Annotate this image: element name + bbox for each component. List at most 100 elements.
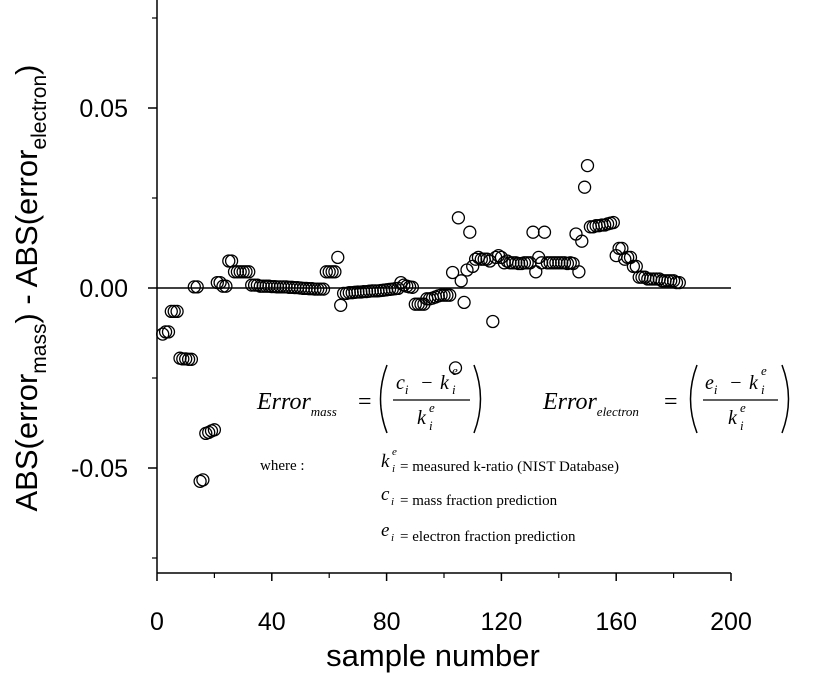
data-point	[572, 265, 586, 279]
data-point	[629, 259, 643, 274]
y-tick-label: 0.05	[79, 95, 128, 123]
data-point	[474, 252, 488, 266]
eq-mass-minus: −	[420, 372, 434, 394]
equation-electron: Errorelectron = ei − k e i k e i	[542, 363, 790, 434]
data-point	[184, 352, 199, 366]
x-tick-label: 160	[595, 608, 637, 636]
data-point	[451, 211, 466, 225]
data-point	[331, 250, 345, 265]
data-point	[222, 254, 236, 268]
data-point	[158, 325, 173, 339]
data-point	[233, 265, 247, 279]
eq-electron-num-b-sup: e	[761, 363, 767, 378]
y-axis-title: ABS(errormass) - ABS(errorelectron)	[9, 64, 51, 511]
data-point	[520, 256, 534, 270]
x-tick-label: 200	[710, 608, 752, 636]
def-e-sub: i	[391, 532, 394, 544]
x-tick-label: 80	[373, 608, 401, 636]
eq-electron-equals: =	[664, 389, 678, 415]
x-tick-label: 0	[150, 608, 164, 636]
x-tick-label: 40	[258, 608, 286, 636]
data-point	[486, 314, 500, 329]
data-point	[170, 304, 184, 319]
data-point	[219, 279, 233, 293]
def-c-sub: i	[391, 496, 394, 508]
data-point	[190, 280, 204, 294]
data-point	[537, 225, 552, 239]
data-point	[529, 265, 543, 279]
data-point	[463, 225, 477, 239]
data-point	[445, 265, 460, 280]
def-k-var: k	[381, 451, 390, 472]
data-point	[448, 361, 463, 375]
data-point	[577, 180, 592, 194]
data-point	[207, 423, 222, 437]
data-point	[316, 282, 331, 296]
data-point	[242, 265, 256, 279]
data-point	[313, 282, 328, 296]
tick-labels: 0 40 80 120 160 200 -0.05 0.00 0.05	[71, 95, 752, 636]
eq-mass-left-paren	[379, 364, 388, 434]
data-point	[664, 274, 678, 288]
y-tick-label: 0.00	[79, 275, 128, 303]
data-point	[334, 298, 348, 312]
data-point	[575, 234, 589, 248]
data-point	[408, 297, 422, 311]
eq-electron-den-sub: i	[740, 418, 744, 433]
data-point	[626, 259, 641, 274]
data-point	[328, 265, 342, 279]
data-point	[606, 215, 620, 230]
eq-electron-den: k	[728, 407, 738, 429]
x-tick-label: 120	[481, 608, 523, 636]
data-point	[156, 327, 170, 341]
eq-electron-num-b-sub: i	[761, 382, 765, 397]
eq-electron-lhs: Errorelectron	[542, 389, 639, 419]
data-point	[236, 265, 250, 279]
eq-mass-den-sub: i	[429, 418, 433, 433]
data-point	[187, 280, 201, 294]
eq-mass-lhs: Errormass	[256, 389, 337, 419]
data-point	[434, 288, 448, 302]
data-point	[319, 265, 333, 279]
y-title-middle: ) - ABS(error	[9, 150, 44, 324]
eq-mass-num-a: ci	[396, 372, 409, 397]
data-point	[666, 274, 681, 288]
where-label: where :	[260, 458, 305, 474]
def-k-text: = measured k-ratio (NIST Database)	[400, 459, 619, 475]
def-k-sup: e	[392, 446, 397, 458]
data-point	[405, 280, 420, 294]
data-point	[161, 325, 176, 339]
def-c-text: = mass fraction prediction	[400, 493, 558, 509]
data-points	[156, 158, 686, 488]
definitions-legend: where : k e i = measured k-ratio (NIST D…	[260, 446, 619, 545]
y-title-prefix: ABS(error	[9, 374, 44, 512]
eq-mass-equals: =	[358, 389, 372, 415]
eq-electron-num-b: k	[749, 372, 759, 394]
data-point	[216, 279, 230, 293]
data-point	[618, 252, 632, 266]
x-axis-title: sample number	[326, 638, 540, 673]
eq-electron-den-sup: e	[740, 400, 746, 415]
def-k-sub: i	[392, 463, 395, 475]
eq-mass-num-b: k	[440, 372, 450, 394]
eq-mass-num-b-sub: i	[452, 382, 456, 397]
data-point	[224, 254, 239, 268]
def-c-var: c	[381, 484, 390, 505]
eq-mass-den-sup: e	[429, 400, 435, 415]
data-point	[454, 274, 468, 288]
data-point	[580, 158, 595, 173]
eq-mass-den: k	[417, 407, 427, 429]
equation-mass: Errormass = ci − k e i k e i	[256, 363, 482, 434]
data-point	[196, 473, 210, 487]
data-point	[311, 282, 325, 296]
eq-electron-num-a: ei	[705, 372, 718, 397]
eq-electron-right-paren	[781, 364, 790, 434]
data-point	[176, 352, 190, 366]
data-point	[443, 288, 457, 302]
eq-mass-right-paren	[473, 364, 482, 434]
y-title-sub-mass: mass	[28, 324, 51, 374]
data-point	[164, 304, 178, 319]
data-point	[526, 225, 540, 239]
def-e-var: e	[381, 520, 389, 541]
